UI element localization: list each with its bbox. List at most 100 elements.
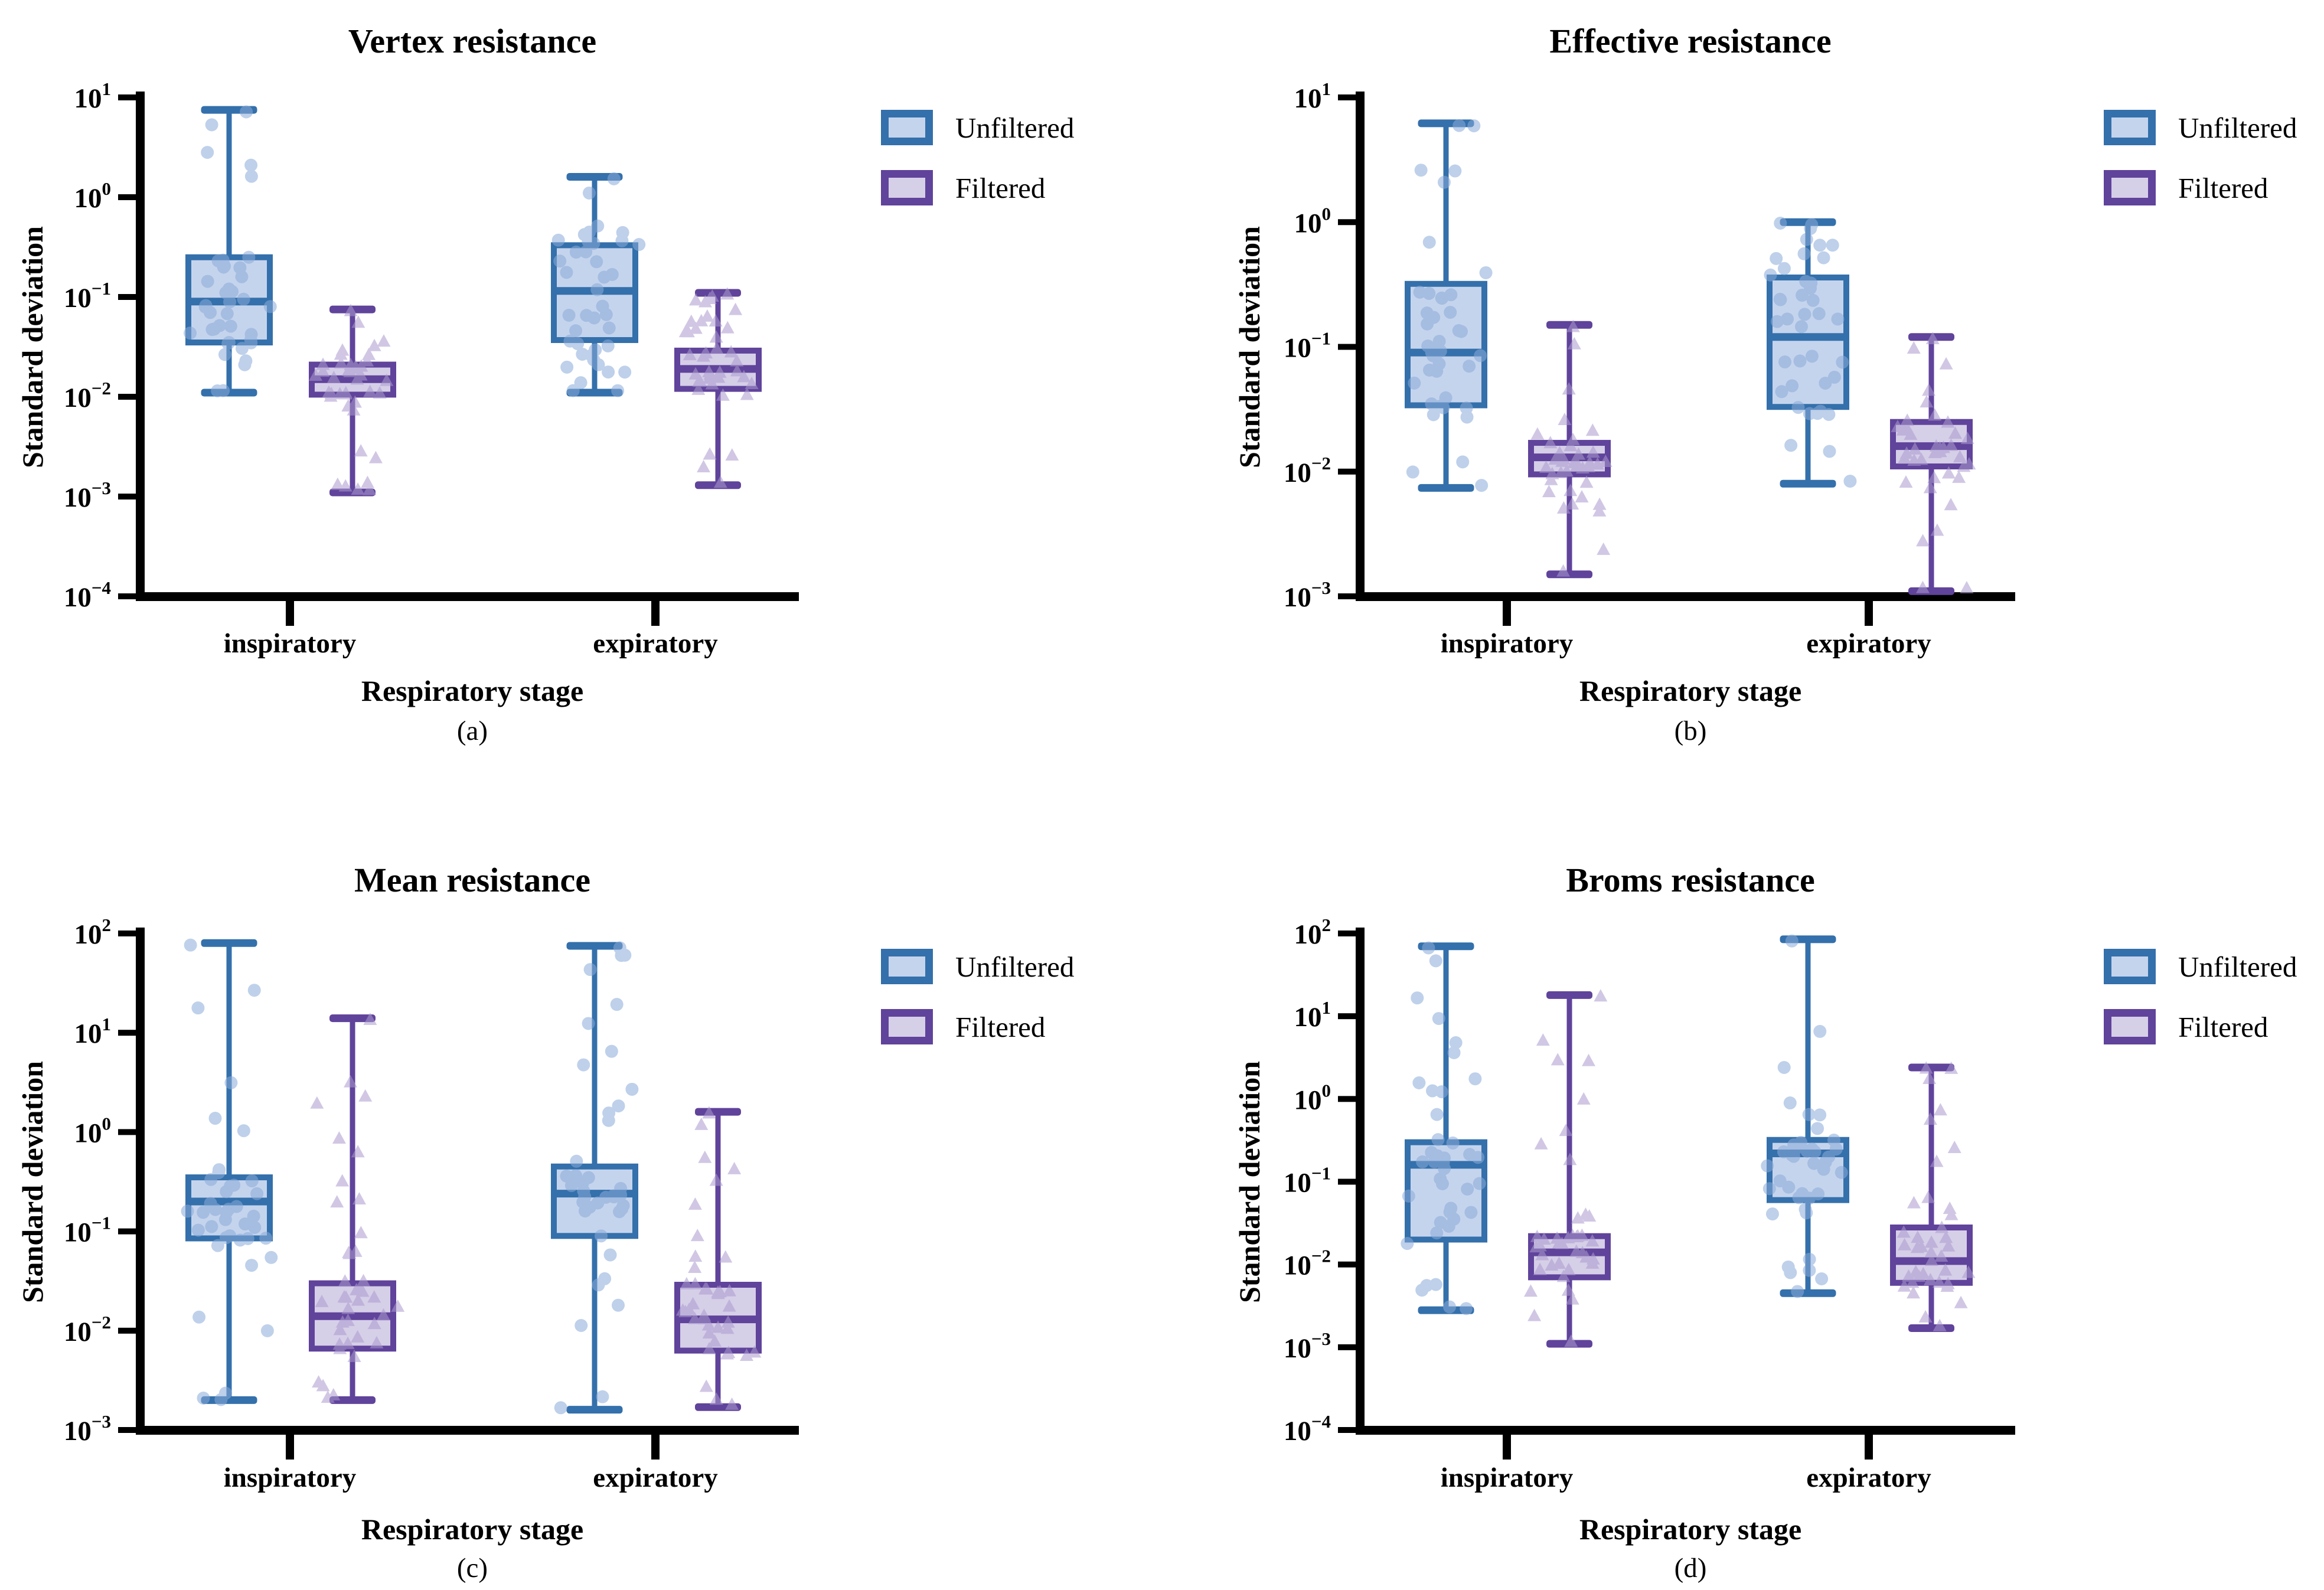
y-tick-mark	[1338, 468, 1356, 475]
data-point-circle	[224, 319, 237, 333]
data-point-triangle	[1922, 383, 1936, 396]
data-point-triangle	[711, 370, 726, 383]
filtered-swatch-icon	[2104, 1009, 2156, 1044]
data-point-circle	[606, 1189, 620, 1203]
data-point-circle	[1784, 1266, 1797, 1279]
data-point-triangle	[351, 1293, 365, 1306]
x-tick-mark	[1865, 601, 1873, 626]
data-point-triangle	[694, 1117, 709, 1130]
data-point-circle	[1836, 355, 1849, 369]
data-point-triangle	[702, 364, 716, 377]
data-point-circle	[1479, 266, 1493, 279]
x-axis-label: Respiratory stage	[361, 1513, 584, 1546]
data-point-triangle	[730, 354, 744, 367]
data-point-triangle	[1544, 472, 1558, 485]
data-point-triangle	[1585, 1234, 1600, 1247]
data-point-triangle	[1535, 1248, 1549, 1261]
data-point-triangle	[1944, 1061, 1959, 1074]
y-tick-mark	[1338, 1344, 1356, 1350]
legend-item-unfiltered: Unfiltered	[2104, 109, 2297, 146]
data-point-circle	[1800, 233, 1813, 246]
data-point-circle	[1826, 239, 1839, 252]
data-point-triangle	[1562, 1262, 1576, 1275]
data-point-triangle	[698, 1150, 712, 1163]
data-point-triangle	[331, 477, 345, 490]
data-point-circle	[201, 146, 214, 159]
subplot-caption: (d)	[1674, 1553, 1707, 1584]
y-tick-mark	[118, 931, 136, 936]
data-point-triangle	[332, 1131, 346, 1144]
data-point-circle	[1798, 308, 1811, 321]
data-point-circle	[587, 237, 600, 250]
axes: 102 101 100 10−1 10−2 10−3 10−4	[1284, 915, 2015, 1460]
scatter-points	[675, 1106, 762, 1410]
data-point-circle	[618, 948, 632, 962]
data-point-circle	[218, 1386, 232, 1400]
data-point-triangle	[1897, 1225, 1911, 1238]
box-filtered-expiratory	[674, 287, 762, 489]
scatter-points	[309, 303, 394, 495]
data-point-circle	[218, 348, 231, 361]
data-point-circle	[1805, 1142, 1819, 1156]
data-point-triangle	[688, 1311, 702, 1324]
whisker-cap-bottom	[1418, 484, 1474, 492]
data-point-triangle	[1944, 1207, 1959, 1220]
data-point-triangle	[368, 450, 383, 463]
box-unfiltered-expiratory	[1764, 217, 1857, 488]
legend-label: Filtered	[2178, 1010, 2268, 1043]
y-axis-label: Standard deviation	[1233, 226, 1266, 468]
data-point-circle	[587, 311, 601, 325]
data-point-circle	[235, 342, 249, 355]
data-point-circle	[1432, 1012, 1445, 1026]
box-filtered-expiratory	[1890, 331, 1976, 595]
data-point-circle	[1414, 164, 1428, 177]
data-point-triangle	[335, 1174, 350, 1187]
data-point-circle	[1474, 349, 1487, 363]
y-tick-mark	[118, 94, 136, 100]
y-tick-label: 100	[1294, 1080, 1331, 1115]
data-point-triangle	[1923, 1272, 1937, 1285]
data-point-circle	[1827, 1134, 1840, 1147]
data-point-triangle	[1564, 1334, 1578, 1347]
data-point-circle	[1475, 479, 1489, 492]
data-point-triangle	[1918, 1310, 1933, 1323]
data-point-circle	[562, 308, 576, 322]
data-point-circle	[201, 275, 214, 288]
data-point-circle	[1777, 1145, 1790, 1158]
legend-item-unfiltered: Unfiltered	[2104, 948, 2297, 985]
x-tick-mark	[1503, 601, 1511, 626]
y-axis-label: Standard deviation	[16, 226, 49, 468]
x-axis-spine	[1356, 1426, 2015, 1435]
legend: Unfiltered Filtered	[881, 948, 1074, 1045]
data-point-triangle	[324, 386, 338, 399]
data-point-circle	[1449, 1036, 1463, 1050]
unfiltered-swatch-icon	[881, 949, 933, 984]
data-point-triangle	[351, 1330, 365, 1343]
data-point-triangle	[1597, 542, 1611, 555]
y-tick-mark	[118, 593, 136, 599]
data-point-triangle	[363, 1012, 377, 1025]
data-point-circle	[1803, 1263, 1816, 1277]
data-point-circle	[1467, 119, 1481, 133]
y-tick-mark	[1338, 344, 1356, 350]
data-point-circle	[1807, 1157, 1821, 1170]
whisker-cap-bottom	[566, 1406, 623, 1414]
data-point-triangle	[694, 314, 709, 327]
data-point-circle	[612, 1099, 625, 1113]
data-point-circle	[1784, 439, 1798, 452]
data-point-circle	[598, 270, 611, 284]
data-point-circle	[240, 105, 253, 119]
data-point-circle	[1448, 164, 1462, 178]
data-point-triangle	[1928, 408, 1942, 421]
x-tick-mark	[1865, 1435, 1873, 1460]
y-axis-label: Standard deviation	[16, 1060, 49, 1303]
data-point-triangle	[1935, 1220, 1949, 1233]
data-point-circle	[607, 172, 621, 185]
data-point-triangle	[1537, 1232, 1551, 1245]
y-tick-mark	[118, 294, 136, 300]
data-point-circle	[611, 384, 625, 397]
x-tick-label-inspiratory: inspiratory	[1440, 628, 1574, 659]
data-point-triangle	[310, 1096, 324, 1109]
data-point-circle	[1439, 391, 1452, 404]
data-point-triangle	[1562, 382, 1576, 395]
